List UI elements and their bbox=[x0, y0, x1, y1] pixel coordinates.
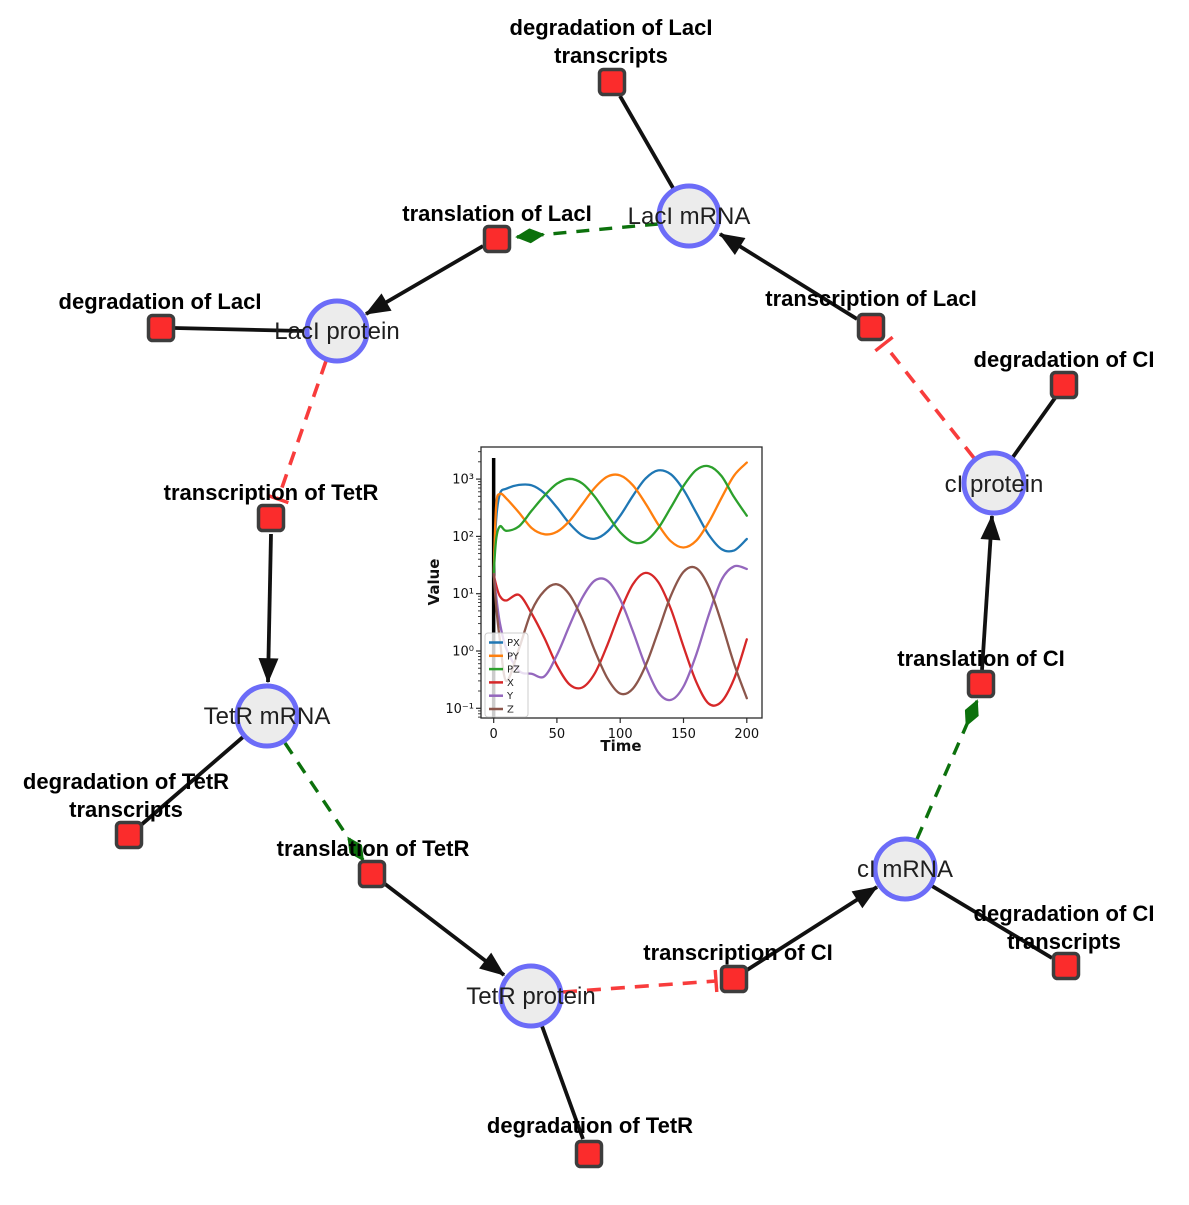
reaction-node-translation-ci bbox=[966, 669, 996, 699]
edge-tetr-protein-inhibits-ci-transcription bbox=[562, 969, 719, 994]
reaction-label: degradation of TetR bbox=[487, 1113, 693, 1138]
edge-laci-protein-inhibits-tetr-transcription bbox=[267, 360, 328, 505]
reaction-label: transcripts bbox=[554, 43, 668, 68]
edge-ci-mrna-degradation bbox=[931, 884, 1053, 960]
reaction-label: degradation of CI bbox=[974, 347, 1155, 372]
edge-ci-protein-inhibits-laci-transcription bbox=[874, 335, 976, 460]
legend-entry-PZ: PZ bbox=[507, 665, 520, 676]
reaction-node-degradation-ci-transcripts bbox=[1051, 951, 1081, 981]
edge-laci-protein-degradation bbox=[174, 326, 304, 333]
reaction-node-translation-laci bbox=[482, 224, 512, 254]
species-label: TetR protein bbox=[466, 983, 595, 1010]
reaction-label: degradation of TetR bbox=[23, 769, 229, 794]
reaction-label: degradation of CI bbox=[974, 901, 1155, 926]
series-X bbox=[492, 571, 748, 707]
edge-translation-laci-protein bbox=[364, 244, 484, 316]
series-PX bbox=[492, 469, 748, 576]
legend-entry-PX: PX bbox=[507, 638, 520, 649]
reaction-node-transcription-laci bbox=[856, 312, 886, 342]
reaction-label: translation of CI bbox=[897, 646, 1064, 671]
edge-translation-tetr-protein bbox=[383, 882, 506, 977]
reaction-node-degradation-tetr-transcripts bbox=[114, 820, 144, 850]
inset-chart: 0 50 100 150 200 10⁻¹ 10⁰ 10¹ 10² 10³ PX PY PZ XYZ T… bbox=[425, 446, 763, 755]
edge-tetr-mrna-translation-modifier bbox=[283, 742, 365, 862]
edge-ci-mrna-translation-modifier bbox=[915, 699, 979, 840]
x-tick-label: 100 bbox=[608, 727, 633, 742]
species-nodes bbox=[234, 183, 1027, 1029]
species-node-tetr-mrna bbox=[234, 683, 300, 749]
chart-legend: PX PY PZ XYZ bbox=[484, 632, 529, 718]
x-tick-label: 0 bbox=[490, 727, 498, 742]
species-label: TetR mRNA bbox=[204, 703, 331, 730]
reaction-label: degradation of LacI bbox=[510, 15, 713, 40]
edge-ci-protein-degradation bbox=[1011, 396, 1057, 459]
edges bbox=[139, 95, 1057, 1140]
reaction-node-translation-tetr bbox=[357, 859, 387, 889]
reaction-node-degradation-ci bbox=[1049, 370, 1079, 400]
x-tick-label: 50 bbox=[549, 727, 566, 742]
reaction-label: degradation of LacI bbox=[59, 289, 262, 314]
edge-laci-mrna-translation-modifier bbox=[515, 222, 659, 244]
y-tick-label: 10⁰ bbox=[452, 645, 474, 660]
edge-transcription-ci-mrna bbox=[745, 885, 879, 972]
species-node-laci-mrna bbox=[656, 183, 722, 249]
edge-transcription-tetr-mrna bbox=[258, 533, 279, 684]
legend-entry-X: X bbox=[507, 678, 514, 689]
edge-laci-mrna-degradation bbox=[618, 95, 675, 189]
reaction-label: transcription of LacI bbox=[765, 286, 976, 311]
species-node-ci-protein bbox=[961, 450, 1027, 516]
species-node-laci-protein bbox=[304, 298, 370, 364]
legend-entry-Y: Y bbox=[506, 691, 514, 702]
legend-entry-PY: PY bbox=[507, 651, 520, 662]
species-node-tetr-protein bbox=[498, 963, 564, 1029]
species-label: LacI mRNA bbox=[628, 203, 751, 230]
legend-entry-Z: Z bbox=[507, 705, 514, 716]
reaction-nodes bbox=[114, 67, 1081, 1169]
reaction-node-transcription-ci bbox=[719, 964, 749, 994]
series-PY bbox=[492, 461, 748, 576]
reaction-node-degradation-laci-transcripts bbox=[597, 67, 627, 97]
reaction-node-degradation-tetr bbox=[574, 1139, 604, 1169]
species-label: cI protein bbox=[945, 471, 1044, 498]
y-tick-label: 10³ bbox=[452, 473, 474, 488]
y-axis-label: Value bbox=[425, 559, 443, 606]
reaction-node-degradation-laci bbox=[146, 313, 176, 343]
reaction-label: transcription of CI bbox=[643, 940, 832, 965]
reaction-node-transcription-tetr bbox=[256, 503, 286, 533]
x-tick-label: 200 bbox=[734, 727, 759, 742]
species-label: cI mRNA bbox=[857, 856, 953, 883]
reaction-label: transcripts bbox=[69, 797, 183, 822]
edge-transcription-laci-mrna bbox=[718, 232, 859, 321]
edge-tetr-mrna-degradation bbox=[139, 735, 245, 827]
reaction-label: transcripts bbox=[1007, 929, 1121, 954]
reaction-label: transcription of TetR bbox=[164, 480, 379, 505]
reaction-label: translation of LacI bbox=[402, 201, 591, 226]
y-tick-label: 10² bbox=[452, 530, 474, 545]
y-tick-label: 10⁻¹ bbox=[445, 702, 474, 717]
x-tick-label: 150 bbox=[671, 727, 696, 742]
x-axis-label: Time bbox=[600, 737, 641, 755]
edge-translation-ci-protein bbox=[980, 514, 1001, 671]
species-node-ci-mrna bbox=[872, 836, 938, 902]
reaction-label: translation of TetR bbox=[277, 836, 470, 861]
labels: degradation of LacI transcripts translat… bbox=[23, 15, 1155, 1138]
chart-axes: 0 50 100 150 200 10⁻¹ 10⁰ 10¹ 10² 10³ bbox=[445, 451, 759, 742]
edge-tetr-protein-degradation bbox=[540, 1025, 585, 1140]
y-tick-label: 10¹ bbox=[452, 587, 474, 602]
species-label: LacI protein bbox=[274, 318, 399, 345]
series-PZ bbox=[492, 464, 748, 576]
